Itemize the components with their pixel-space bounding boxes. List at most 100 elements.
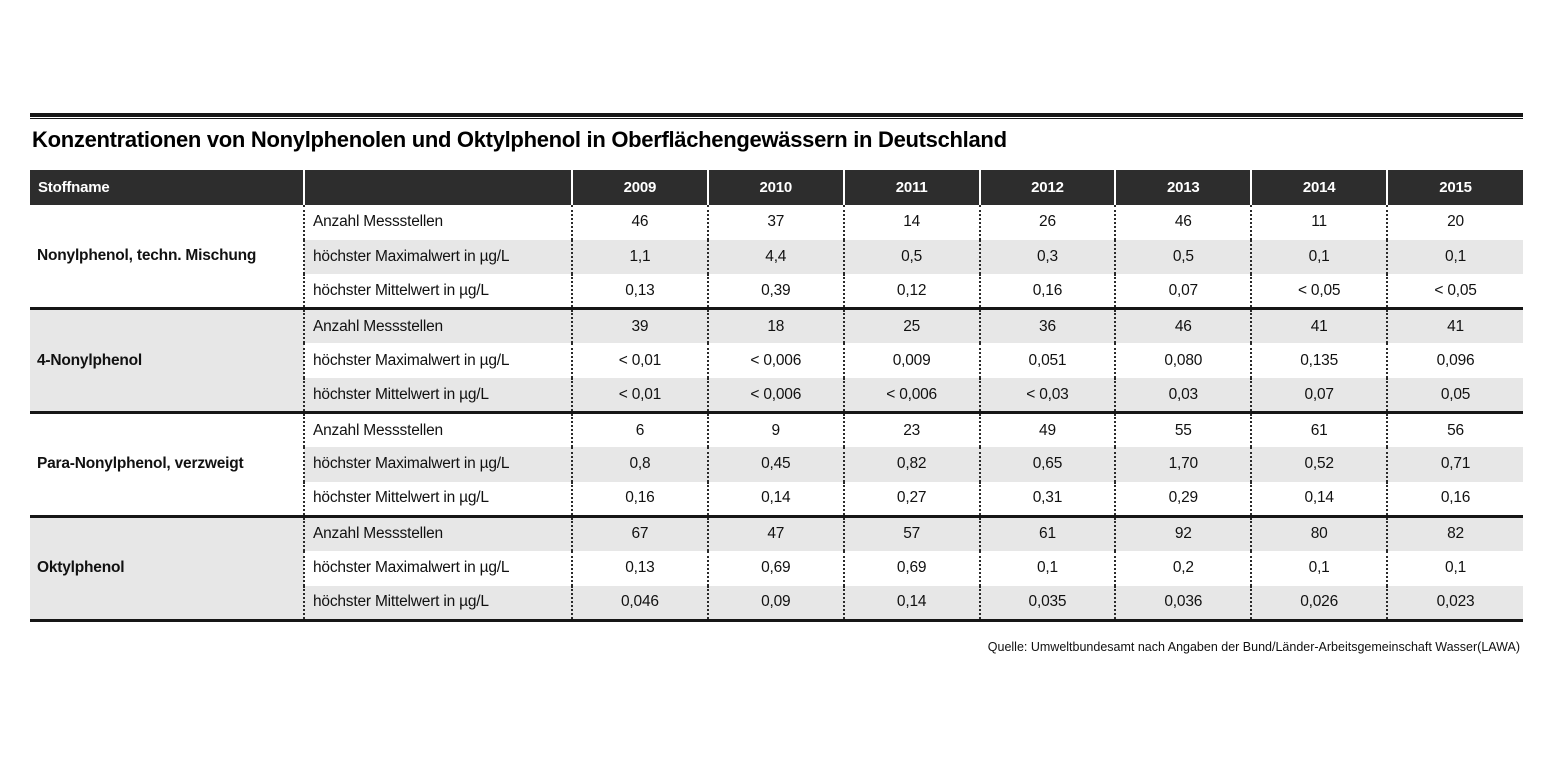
- metric-label-cell: Anzahl Messstellen: [303, 514, 573, 551]
- value-cell: 0,65: [978, 447, 1116, 482]
- value-cell: 0,27: [842, 481, 980, 517]
- value-cell: 0,71: [1386, 447, 1523, 482]
- value-cell: 46: [1114, 205, 1252, 240]
- value-cell: < 0,05: [1386, 274, 1523, 309]
- value-cell: 0,14: [842, 585, 980, 621]
- value-cell: < 0,006: [706, 377, 844, 413]
- value-cell: 0,12: [842, 274, 980, 309]
- value-cell: 0,03: [1114, 377, 1252, 413]
- value-cell: < 0,006: [842, 377, 980, 413]
- value-cell: 23: [842, 411, 980, 448]
- column-header-year: 2013: [1114, 170, 1252, 205]
- value-cell: 0,1: [1386, 550, 1523, 586]
- value-cell: < 0,01: [571, 377, 708, 413]
- source-note: Quelle: Umweltbundesamt nach Angaben der…: [987, 640, 1520, 654]
- value-cell: < 0,05: [1250, 274, 1388, 309]
- value-cell: 36: [978, 307, 1116, 344]
- value-cell: 0,14: [706, 481, 844, 517]
- value-cell: 0,07: [1114, 274, 1252, 309]
- table-figure: Konzentrationen von Nonylphenolen und Ok…: [30, 113, 1523, 693]
- value-cell: 0,69: [706, 550, 844, 586]
- value-cell: 0,14: [1250, 481, 1388, 517]
- table-row: höchster Mittelwert in µg/L 0,13 0,39 0,12 0…: [30, 274, 1523, 309]
- value-cell: 1,1: [571, 239, 708, 275]
- column-header-year: 2015: [1386, 170, 1523, 205]
- value-cell: 46: [571, 205, 708, 240]
- table-row: Nonylphenol, techn. Mischung Anzahl Messs…: [30, 205, 1523, 309]
- value-cell: 57: [842, 514, 980, 551]
- column-header-year: 2011: [842, 170, 980, 205]
- value-cell: 0,1: [978, 550, 1116, 586]
- header-row: Stoffname 2009 2010 2011 2012 2013 2014 2015: [30, 170, 1523, 205]
- value-cell: 25: [842, 307, 980, 344]
- metric-label-cell: höchster Maximalwert in µg/L: [303, 550, 573, 586]
- value-cell: 20: [1386, 205, 1523, 240]
- value-cell: 61: [978, 514, 1116, 551]
- table-row: höchster Mittelwert in µg/L 0,16 0,14 0,27 0…: [30, 481, 1523, 517]
- table-row: höchster Maximalwert in µg/L 0,8 0,45 0,82 0…: [30, 447, 1523, 482]
- table-row: Oktylphenol Anzahl Messstellen 67 47 57 61 92 8…: [30, 514, 1523, 621]
- value-cell: 0,45: [706, 447, 844, 482]
- value-cell: 41: [1386, 307, 1523, 344]
- metric-label-cell: höchster Maximalwert in µg/L: [303, 343, 573, 378]
- value-cell: 0,1: [1250, 239, 1388, 275]
- value-cell: 0,39: [706, 274, 844, 309]
- value-cell: 55: [1114, 411, 1252, 448]
- value-cell: 61: [1250, 411, 1388, 448]
- table-row: 4-Nonylphenol Anzahl Messstellen 39 18 25 36 4…: [30, 307, 1523, 413]
- column-header-empty: [303, 170, 572, 205]
- metric-label-cell: höchster Mittelwert in µg/L: [303, 585, 573, 621]
- value-cell: 0,29: [1114, 481, 1252, 517]
- value-cell: 0,16: [571, 481, 708, 517]
- value-cell: 18: [706, 307, 844, 344]
- value-cell: 80: [1250, 514, 1388, 551]
- data-table: Stoffname 2009 2010 2011 2012 2013 2014 2015 No…: [30, 170, 1523, 622]
- value-cell: 0,036: [1114, 585, 1252, 621]
- value-cell: 0,051: [978, 343, 1116, 378]
- metric-label-cell: höchster Maximalwert in µg/L: [303, 447, 573, 482]
- substance-name-cell: Nonylphenol, techn. Mischung: [30, 205, 305, 309]
- value-cell: 49: [978, 411, 1116, 448]
- table-row: höchster Maximalwert in µg/L 1,1 4,4 0,5 0,3…: [30, 239, 1523, 275]
- value-cell: 0,046: [571, 585, 708, 621]
- value-cell: 0,2: [1114, 550, 1252, 586]
- metric-label-cell: Anzahl Messstellen: [303, 307, 573, 344]
- substance-name-cell: 4-Nonylphenol: [30, 307, 305, 413]
- value-cell: 14: [842, 205, 980, 240]
- value-cell: 0,13: [571, 274, 708, 309]
- metric-label-cell: Anzahl Messstellen: [303, 205, 573, 240]
- value-cell: 0,07: [1250, 377, 1388, 413]
- table-row: Para-Nonylphenol, verzweigt Anzahl Messst…: [30, 411, 1523, 517]
- value-cell: 26: [978, 205, 1116, 240]
- value-cell: 0,09: [706, 585, 844, 621]
- table-row: höchster Mittelwert in µg/L 0,046 0,09 0,14…: [30, 585, 1523, 621]
- substance-name-cell: Para-Nonylphenol, verzweigt: [30, 411, 305, 517]
- value-cell: 47: [706, 514, 844, 551]
- value-cell: 82: [1386, 514, 1523, 551]
- value-cell: 4,4: [706, 239, 844, 275]
- value-cell: 0,135: [1250, 343, 1388, 378]
- table-row: höchster Maximalwert in µg/L < 0,01 < 0,00…: [30, 343, 1523, 378]
- value-cell: 0,096: [1386, 343, 1523, 378]
- value-cell: 56: [1386, 411, 1523, 448]
- value-cell: 0,080: [1114, 343, 1252, 378]
- value-cell: 67: [571, 514, 708, 551]
- value-cell: 11: [1250, 205, 1388, 240]
- value-cell: 0,31: [978, 481, 1116, 517]
- value-cell: 0,05: [1386, 377, 1523, 413]
- value-cell: 0,3: [978, 239, 1116, 275]
- value-cell: 46: [1114, 307, 1252, 344]
- metric-label-cell: höchster Mittelwert in µg/L: [303, 377, 573, 413]
- value-cell: 0,023: [1386, 585, 1523, 621]
- table-row: höchster Maximalwert in µg/L 0,13 0,69 0,69…: [30, 550, 1523, 586]
- column-header-stoffname: Stoffname: [30, 170, 304, 205]
- value-cell: 0,13: [571, 550, 708, 586]
- metric-label-cell: höchster Mittelwert in µg/L: [303, 274, 573, 309]
- value-cell: 0,026: [1250, 585, 1388, 621]
- value-cell: 0,1: [1250, 550, 1388, 586]
- top-rule: [30, 113, 1523, 119]
- table-body: Nonylphenol, techn. Mischung Anzahl Messs…: [30, 205, 1523, 621]
- value-cell: 0,52: [1250, 447, 1388, 482]
- column-header-year: 2014: [1250, 170, 1388, 205]
